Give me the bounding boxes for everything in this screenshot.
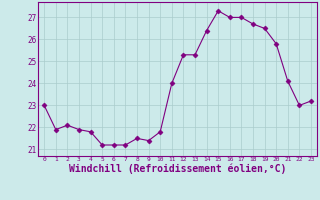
X-axis label: Windchill (Refroidissement éolien,°C): Windchill (Refroidissement éolien,°C) [69, 164, 286, 174]
